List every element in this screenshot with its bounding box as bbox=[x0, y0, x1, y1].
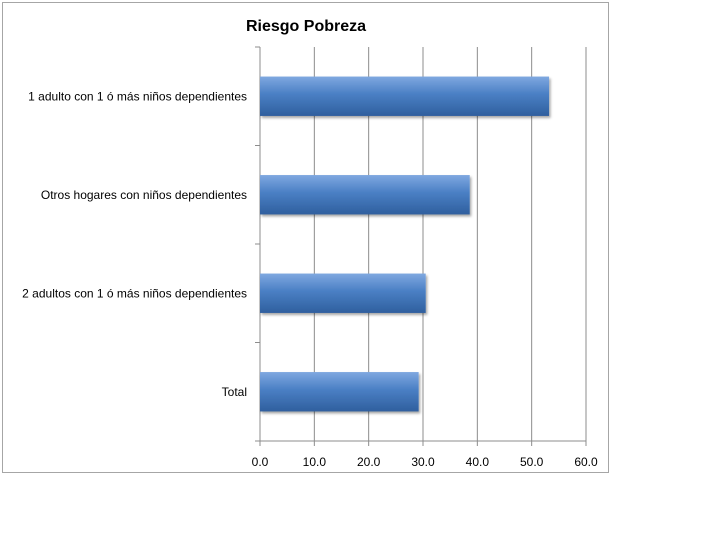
chart-title: Riesgo Pobreza bbox=[246, 18, 366, 35]
x-tick-label: 20.0 bbox=[357, 455, 381, 469]
bar bbox=[260, 273, 426, 313]
x-tick-label: 0.0 bbox=[252, 455, 269, 469]
x-tick-label: 40.0 bbox=[466, 455, 490, 469]
x-tick-label: 50.0 bbox=[520, 455, 544, 469]
x-tick-label: 30.0 bbox=[411, 455, 435, 469]
category-label: Total bbox=[222, 385, 247, 399]
bar bbox=[260, 372, 419, 412]
category-label: Otros hogares con niños dependientes bbox=[41, 188, 247, 202]
bar bbox=[260, 76, 550, 116]
x-tick-labels: 0.0 10.0 20.0 30.0 40.0 50.0 60.0 bbox=[252, 455, 598, 469]
bars bbox=[260, 76, 550, 412]
bar bbox=[260, 175, 470, 215]
x-tick-label: 10.0 bbox=[303, 455, 327, 469]
category-labels: 1 adulto con 1 ó más niños dependientes O… bbox=[22, 89, 247, 399]
x-tick-label: 60.0 bbox=[574, 455, 598, 469]
category-label: 2 adultos con 1 ó más niños dependientes bbox=[22, 286, 247, 300]
category-label: 1 adulto con 1 ó más niños dependientes bbox=[28, 89, 247, 103]
